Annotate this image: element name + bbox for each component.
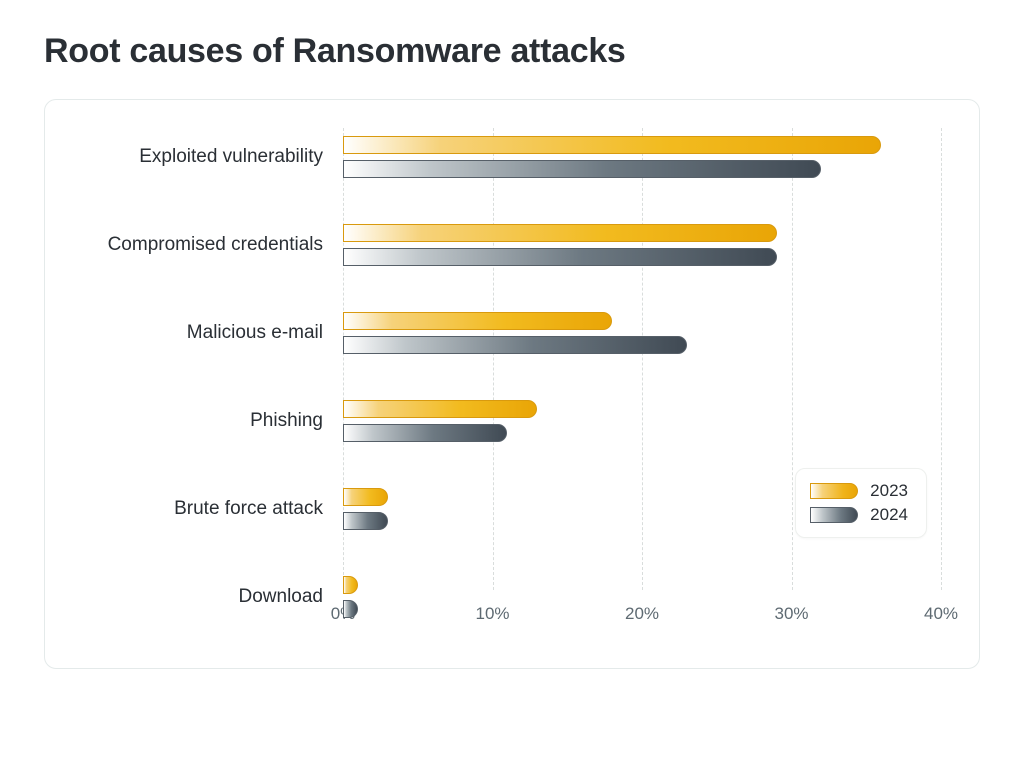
bar-2023 bbox=[343, 224, 777, 242]
category-label: Download bbox=[239, 586, 344, 608]
chart-card: 0%10%20%30%40%Exploited vulnerabilityCom… bbox=[44, 99, 980, 669]
bar-2024 bbox=[343, 248, 777, 266]
bar-2024 bbox=[343, 512, 388, 530]
x-tick-label: 40% bbox=[924, 604, 958, 624]
x-tick-label: 10% bbox=[475, 604, 509, 624]
category-label: Malicious e-mail bbox=[187, 322, 343, 344]
category-label: Phishing bbox=[250, 410, 343, 432]
legend-label-2023: 2023 bbox=[870, 481, 908, 501]
bar-2023 bbox=[343, 136, 881, 154]
legend-label-2024: 2024 bbox=[870, 505, 908, 525]
legend-item-2023: 2023 bbox=[810, 479, 908, 503]
category-label: Compromised credentials bbox=[108, 234, 343, 256]
bar-2024 bbox=[343, 160, 821, 178]
grid-line bbox=[941, 128, 942, 590]
grid-line bbox=[642, 128, 643, 590]
bar-2023 bbox=[343, 312, 612, 330]
bar-2023 bbox=[343, 576, 358, 594]
plot-area: 0%10%20%30%40%Exploited vulnerabilityCom… bbox=[343, 128, 935, 638]
legend: 2023 2024 bbox=[795, 468, 927, 538]
grid-line bbox=[792, 128, 793, 590]
x-tick-label: 20% bbox=[625, 604, 659, 624]
x-tick-label: 30% bbox=[774, 604, 808, 624]
bar-2023 bbox=[343, 400, 537, 418]
page-title: Root causes of Ransomware attacks bbox=[44, 32, 980, 71]
category-label: Exploited vulnerability bbox=[139, 146, 343, 168]
legend-item-2024: 2024 bbox=[810, 503, 908, 527]
bar-2024 bbox=[343, 600, 358, 618]
bar-2024 bbox=[343, 424, 507, 442]
legend-swatch-2023 bbox=[810, 483, 858, 499]
legend-swatch-2024 bbox=[810, 507, 858, 523]
grid-line bbox=[493, 128, 494, 590]
bar-2023 bbox=[343, 488, 388, 506]
bar-2024 bbox=[343, 336, 687, 354]
category-label: Brute force attack bbox=[174, 498, 343, 520]
